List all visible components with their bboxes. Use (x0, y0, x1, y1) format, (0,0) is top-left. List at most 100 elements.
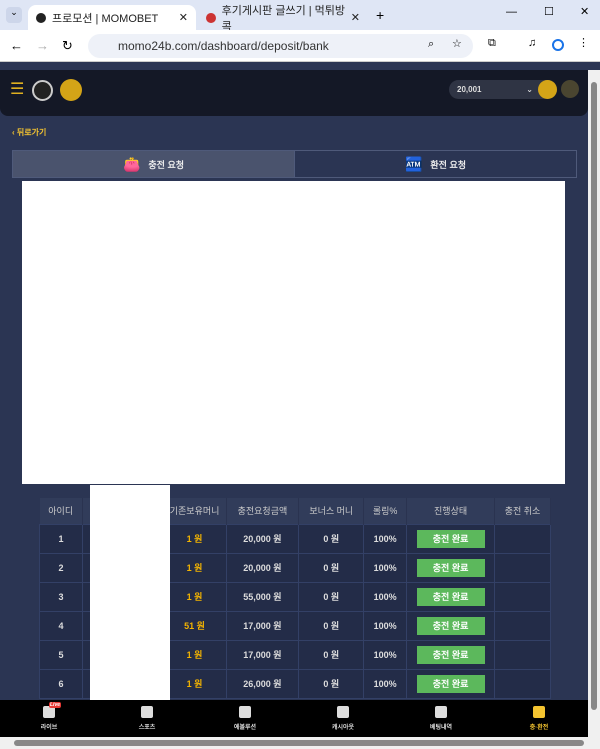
bookmark-star-icon[interactable]: ☆ (452, 38, 462, 50)
cell-prev-money: 1 원 (162, 639, 227, 670)
tab-title: 프로모션 | MOMOBET (52, 12, 159, 25)
back-link[interactable]: ‹ 뒤로가기 (12, 128, 47, 137)
cell-cancel (494, 610, 551, 641)
balance-value: 20,001 (457, 85, 482, 94)
column-header: 충전요청금액 (226, 498, 300, 524)
nav-label: 베팅내역 (429, 725, 453, 731)
cell-bonus: 0 원 (298, 639, 365, 670)
minimize-icon[interactable]: — (506, 6, 517, 18)
window-close-icon[interactable]: ✕ (580, 6, 590, 18)
cell-status: 충전 완료 (406, 610, 496, 641)
tab-withdraw-request[interactable]: 🏧 환전 요청 (294, 151, 576, 177)
chevron-down-icon: ⌄ (526, 85, 533, 94)
favicon-icon (206, 12, 216, 23)
coin-icon[interactable] (32, 80, 53, 101)
wallet-icon[interactable] (538, 80, 557, 99)
cell-status: 충전 완료 (406, 581, 496, 612)
menu-icon[interactable]: ⋮ (578, 37, 589, 49)
tab-deposit-request[interactable]: 👛 충전 요청 (13, 151, 294, 177)
status-badge[interactable]: 충전 완료 (416, 587, 485, 606)
status-badge[interactable]: 충전 완료 (416, 674, 485, 693)
cell-rolling: 100% (363, 523, 408, 554)
cell-status: 충전 완료 (406, 552, 496, 583)
nav-item[interactable]: 충·환전 (490, 700, 588, 737)
cell-id: 6 (39, 668, 83, 699)
column-header: 충전 취소 (494, 498, 551, 524)
browser-tab-active[interactable]: 프로모션 | MOMOBET ✕ (28, 5, 196, 30)
profile-icon[interactable] (552, 39, 564, 51)
cell-prev-money: 1 원 (162, 523, 227, 554)
favicon-icon (36, 12, 46, 23)
balance-dropdown[interactable]: 20,001 ⌄ (449, 80, 557, 99)
nav-item[interactable]: 에볼루션 (196, 700, 294, 737)
nav-label: 에볼루션 (233, 725, 257, 731)
scroll-thumb[interactable] (591, 82, 597, 710)
wallet-icon: 👛 (122, 155, 141, 172)
nav-icon-wrap (533, 706, 545, 718)
nav-item[interactable]: 베팅내역 (392, 700, 490, 737)
close-tab-icon[interactable]: ✕ (350, 12, 360, 24)
back-icon[interactable]: ← (10, 38, 23, 53)
new-tab-icon[interactable]: + (376, 7, 385, 23)
cell-cancel (494, 523, 551, 554)
column-header: 진행상태 (406, 498, 496, 524)
cell-id: 5 (39, 639, 83, 670)
avatar[interactable] (561, 80, 579, 98)
column-header: 보너스 머니 (298, 498, 365, 524)
nav-icon-wrap (239, 706, 251, 718)
cell-amount: 26,000 원 (225, 668, 300, 699)
url-input[interactable]: momo24b.com/dashboard/deposit/bank (88, 34, 473, 58)
status-badge[interactable]: 충전 완료 (416, 645, 485, 664)
cell-bonus: 0 원 (298, 523, 365, 554)
nav-icon-wrap (435, 706, 447, 718)
maximize-icon[interactable]: ☐ (544, 6, 554, 18)
support-icon[interactable] (60, 79, 82, 101)
status-badge[interactable]: 충전 완료 (416, 616, 485, 635)
zoom-icon[interactable]: ⌕ (428, 38, 435, 50)
content-panel (22, 181, 565, 484)
live-badge: Live (49, 702, 62, 708)
tab-list-button[interactable]: ⌄ (6, 7, 22, 23)
media-icon[interactable]: ♫ (528, 37, 537, 49)
cell-cancel (494, 668, 551, 699)
cell-prev-money: 51 원 (162, 610, 227, 641)
column-header: 롤링% (363, 498, 408, 524)
nav-icon-wrap (141, 706, 153, 718)
cell-bonus: 0 원 (298, 581, 365, 612)
forward-icon[interactable]: → (36, 38, 49, 53)
cell-amount: 17,000 원 (225, 610, 300, 641)
vertical-scrollbar[interactable] (588, 70, 600, 737)
nav-icon-wrap (337, 706, 349, 718)
cell-id: 3 (39, 581, 83, 612)
cell-prev-money: 1 원 (162, 668, 227, 699)
nav-item[interactable]: Live 라이브 (0, 700, 98, 737)
nav-label: 라이브 (40, 725, 58, 731)
status-badge[interactable]: 충전 완료 (416, 558, 485, 577)
nav-item[interactable]: 캐시아웃 (294, 700, 392, 737)
cell-id: 1 (39, 523, 83, 554)
cell-rolling: 100% (363, 639, 408, 670)
nav-item[interactable]: 스포츠 (98, 700, 196, 737)
cell-prev-money: 1 원 (162, 552, 227, 583)
status-badge[interactable]: 충전 완료 (416, 529, 485, 548)
tab-title: 후기게시판 글쓰기 | 먹튀방콕 (221, 4, 346, 33)
cell-rolling: 100% (363, 610, 408, 641)
browser-tab[interactable]: 후기게시판 글쓰기 | 먹튀방콕 ✕ (198, 5, 368, 33)
cell-id: 2 (39, 552, 83, 583)
cashout-icon (337, 706, 349, 718)
bottom-nav: Live 라이브 스포츠 에볼루션 캐시아웃 베팅내역 충·환전 (0, 700, 588, 737)
atm-icon: 🏧 (404, 155, 423, 172)
cell-cancel (494, 639, 551, 670)
extensions-icon[interactable]: ⧉ (488, 37, 496, 49)
cell-rolling: 100% (363, 581, 408, 612)
hamburger-icon[interactable]: ☰ (10, 81, 25, 98)
column-header: 아이디 (39, 498, 83, 524)
cell-amount: 20,000 원 (225, 552, 300, 583)
cell-cancel (494, 581, 551, 612)
horizontal-scrollbar[interactable] (0, 737, 600, 749)
evolution-icon (239, 706, 251, 718)
close-tab-icon[interactable]: ✕ (178, 12, 188, 24)
reload-icon[interactable]: ↻ (62, 38, 73, 53)
back-label: 뒤로가기 (16, 128, 47, 137)
scroll-thumb[interactable] (14, 740, 584, 746)
